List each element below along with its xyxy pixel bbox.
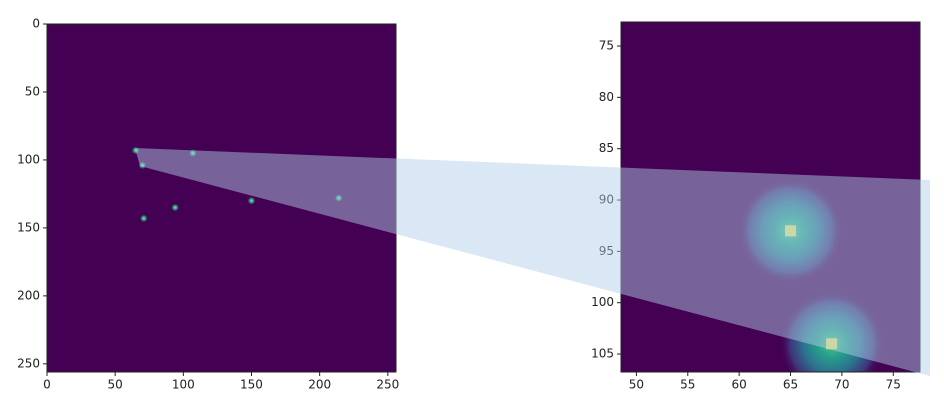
zoom-indicator xyxy=(135,148,930,376)
x-tick-label: 50 xyxy=(629,378,644,392)
y-tick-label: 250 xyxy=(17,356,40,370)
x-tick-label: 250 xyxy=(376,378,399,392)
image-content xyxy=(131,146,343,223)
x-tick-label: 70 xyxy=(834,378,849,392)
spot xyxy=(171,203,180,212)
y-tick-label: 75 xyxy=(599,39,614,53)
x-tick-label: 60 xyxy=(732,378,747,392)
spot-core xyxy=(826,338,838,350)
y-tick-label: 100 xyxy=(591,295,614,309)
image-content xyxy=(738,178,884,372)
y-tick-label: 85 xyxy=(599,141,614,155)
spot xyxy=(139,214,148,223)
spot xyxy=(131,146,140,155)
x-tick-label: 75 xyxy=(886,378,901,392)
y-tick-label: 50 xyxy=(25,84,40,98)
y-tick-label: 90 xyxy=(599,193,614,207)
y-tick-label: 100 xyxy=(17,152,40,166)
spot xyxy=(247,196,256,205)
spot xyxy=(779,291,884,372)
spot-core xyxy=(785,225,797,237)
y-tick-label: 105 xyxy=(591,347,614,361)
axes-frame xyxy=(620,21,921,373)
y-tick-label: 150 xyxy=(17,220,40,234)
axes-frame xyxy=(46,23,397,373)
x-tick-label: 150 xyxy=(240,378,263,392)
y-tick-label: 0 xyxy=(32,17,40,31)
spot xyxy=(188,149,197,158)
x-tick-label: 200 xyxy=(308,378,331,392)
spot xyxy=(334,194,343,202)
y-tick-label: 200 xyxy=(17,288,40,302)
spot xyxy=(138,161,147,170)
y-tick-label: 80 xyxy=(599,90,614,104)
x-tick-label: 55 xyxy=(680,378,695,392)
x-tick-label: 100 xyxy=(172,378,195,392)
x-tick-label: 65 xyxy=(783,378,798,392)
x-tick-label: 50 xyxy=(108,378,123,392)
y-tick-label: 95 xyxy=(599,244,614,258)
x-tick-label: 0 xyxy=(43,378,51,392)
